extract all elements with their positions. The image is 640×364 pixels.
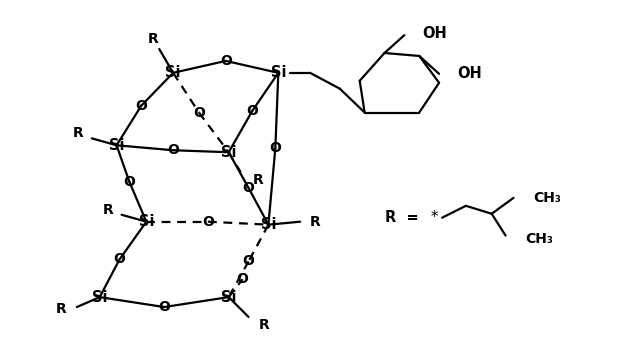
- Text: Si: Si: [221, 290, 236, 305]
- Text: O: O: [193, 106, 205, 119]
- Text: R: R: [103, 203, 113, 217]
- Text: O: O: [136, 99, 147, 112]
- Text: Si: Si: [221, 145, 236, 160]
- Text: O: O: [237, 272, 248, 286]
- Text: R: R: [73, 126, 84, 141]
- Text: CH₃: CH₃: [533, 191, 561, 205]
- Text: O: O: [202, 215, 214, 229]
- Text: *: *: [431, 210, 438, 225]
- Text: OH: OH: [457, 66, 482, 81]
- Text: Si: Si: [109, 138, 124, 153]
- Text: Si: Si: [165, 66, 181, 80]
- Text: R: R: [56, 302, 67, 316]
- Text: Si: Si: [139, 214, 154, 229]
- Text: OH: OH: [422, 25, 447, 41]
- Text: O: O: [220, 54, 232, 68]
- Text: R: R: [253, 173, 263, 187]
- Text: O: O: [167, 143, 179, 157]
- Text: O: O: [246, 103, 259, 118]
- Text: CH₃: CH₃: [525, 232, 554, 246]
- Text: O: O: [243, 181, 255, 195]
- Text: R: R: [148, 32, 159, 46]
- Text: Si: Si: [92, 290, 108, 305]
- Text: O: O: [124, 175, 136, 189]
- Text: O: O: [158, 300, 170, 314]
- Text: Si: Si: [271, 66, 286, 80]
- Text: R  =: R =: [385, 210, 418, 225]
- Text: O: O: [243, 254, 255, 268]
- Text: O: O: [114, 252, 125, 266]
- Text: O: O: [269, 141, 282, 155]
- Text: R: R: [259, 318, 269, 332]
- Text: Si: Si: [260, 217, 276, 232]
- Text: R: R: [310, 215, 321, 229]
